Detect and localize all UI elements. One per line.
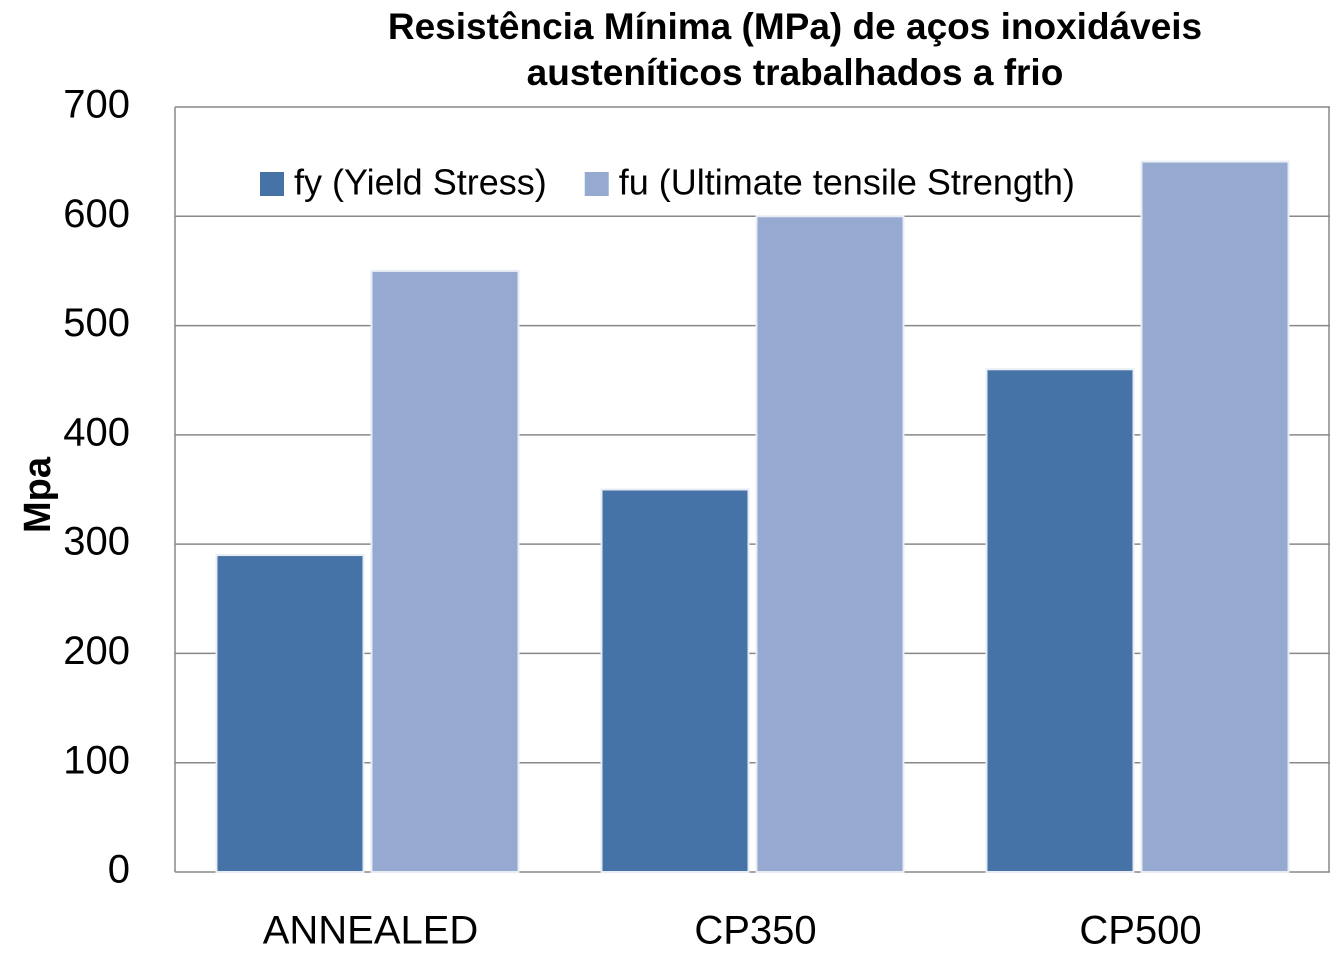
bar <box>215 554 365 873</box>
y-tick-label: 300 <box>63 520 130 564</box>
chart-title: Resistência Mínima (MPa) de aços inoxidá… <box>387 6 1203 93</box>
y-tick-label: 200 <box>63 629 130 673</box>
legend-label: fy (Yield Stress) <box>294 162 547 203</box>
y-tick-label: 600 <box>63 192 130 236</box>
bar <box>370 269 520 873</box>
legend-label: fu (Ultimate tensile Strength) <box>619 162 1075 203</box>
x-tick-label: CP350 <box>694 909 816 953</box>
bar <box>755 215 905 874</box>
y-axis-label: Mpa <box>17 456 59 533</box>
legend-swatch <box>260 172 284 196</box>
bar <box>985 368 1135 873</box>
x-tick-label: CP500 <box>1079 909 1201 953</box>
bar <box>600 488 750 873</box>
y-tick-label: 0 <box>108 848 130 892</box>
legend-swatch <box>584 172 609 196</box>
y-tick-label: 100 <box>63 738 130 782</box>
y-tick-label: 500 <box>63 301 130 345</box>
y-tick-label: 700 <box>63 83 130 127</box>
bar <box>1140 160 1290 873</box>
y-tick-label: 400 <box>63 410 130 454</box>
x-tick-label: ANNEALED <box>263 909 479 953</box>
